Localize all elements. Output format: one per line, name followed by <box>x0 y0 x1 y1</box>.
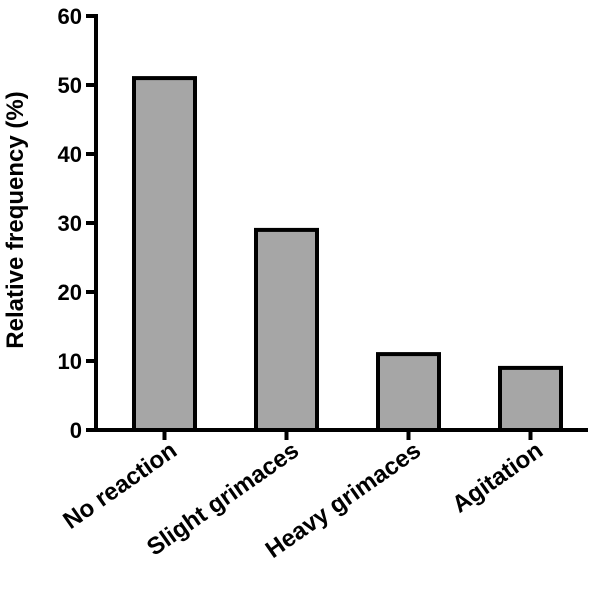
y-tick-label-30: 30 <box>58 211 82 236</box>
x-category-label-agitation: Agitation <box>447 437 548 519</box>
bar-agitation <box>498 365 563 432</box>
y-tick-label-40: 40 <box>58 142 82 167</box>
bar-slight-grimaces <box>254 227 319 432</box>
y-tick-label-20: 20 <box>58 280 82 305</box>
y-axis-title: Relative frequency (%) <box>2 91 29 348</box>
bars-group <box>132 76 563 433</box>
y-tick-label-0: 0 <box>70 418 82 443</box>
x-category-label-no-reaction: No reaction <box>58 437 182 535</box>
y-ticks-group: 0 10 20 30 40 50 60 <box>58 4 96 443</box>
bar-no-reaction <box>132 76 197 432</box>
bar-heavy-grimaces <box>376 352 441 433</box>
y-tick-label-60: 60 <box>58 4 82 29</box>
y-tick-label-50: 50 <box>58 73 82 98</box>
y-tick-label-10: 10 <box>58 349 82 374</box>
